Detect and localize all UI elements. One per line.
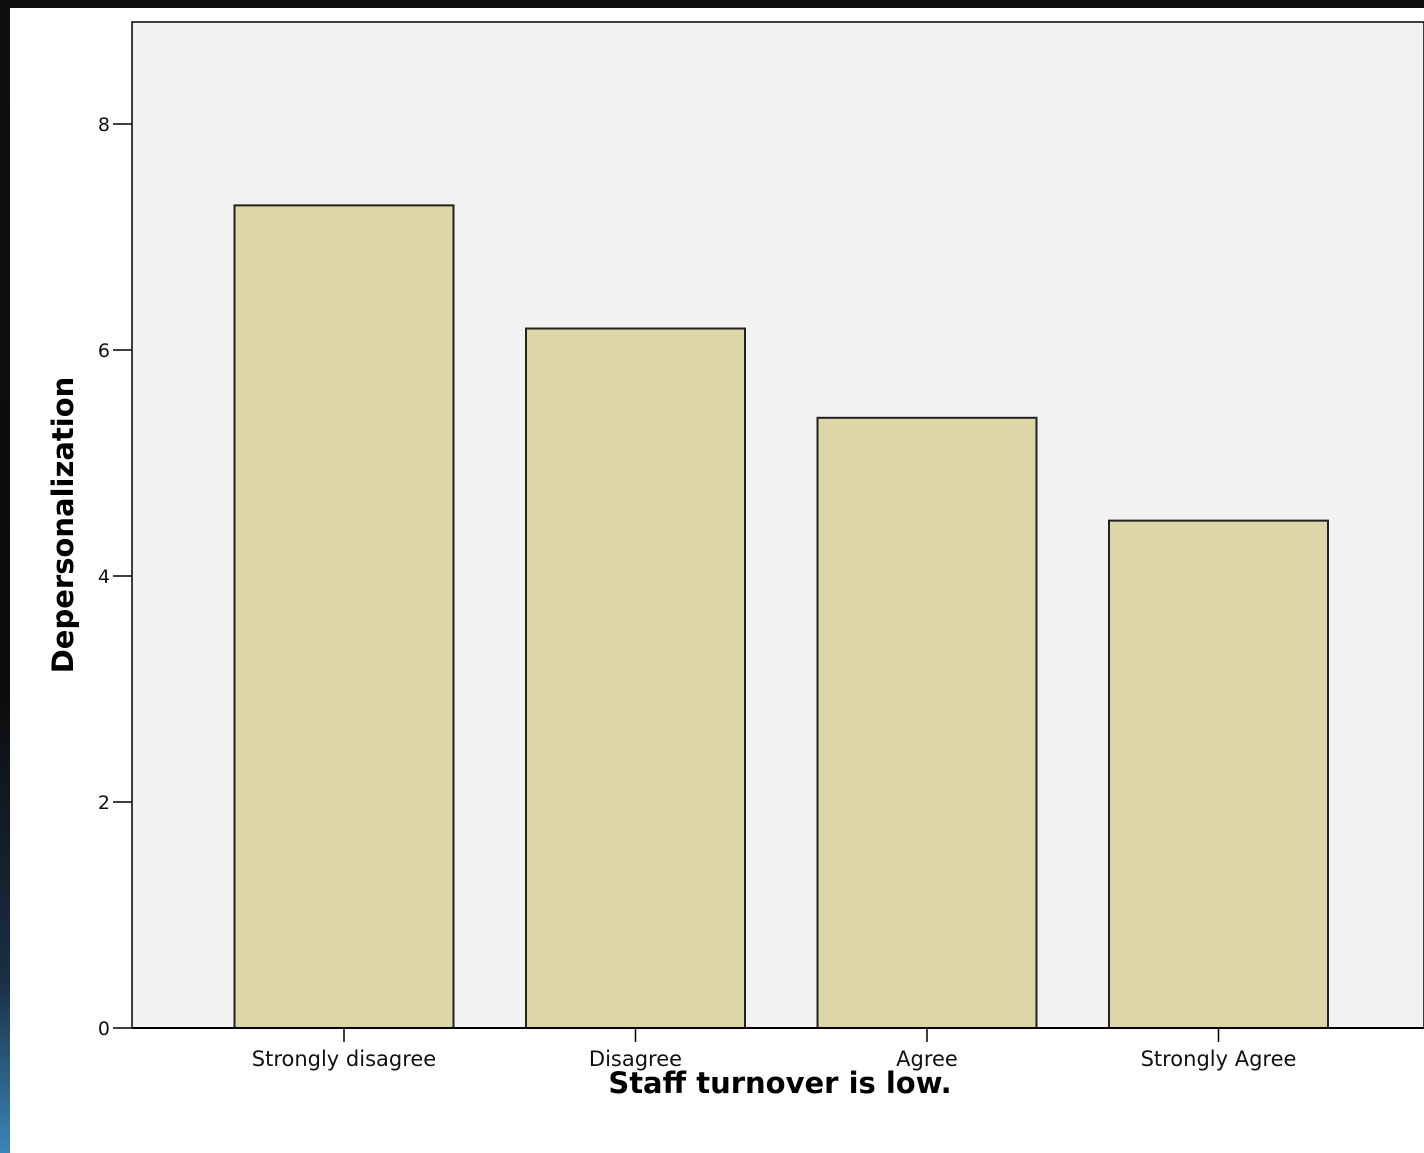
x-tick-label: Strongly disagree	[252, 1047, 436, 1071]
bar-disagree	[525, 327, 746, 1029]
y-axis: 0 2 4 6 8	[98, 114, 132, 1040]
x-tick-label: Disagree	[589, 1047, 682, 1071]
bar-strongly-agree	[1108, 519, 1329, 1029]
x-tick-label: Agree	[896, 1047, 958, 1071]
y-tick-label: 0	[98, 1018, 110, 1040]
bar-strongly-disagree	[233, 204, 455, 1030]
x-axis: Strongly disagree Disagree Agree Strongly A…	[132, 1027, 1424, 1071]
x-axis-title: Staff turnover is low.	[608, 1066, 951, 1100]
y-tick-label: 6	[98, 340, 110, 362]
bars	[233, 204, 1329, 1030]
bar-agree	[816, 416, 1038, 1029]
y-tick-label: 4	[98, 566, 110, 588]
x-tick-label: Strongly Agree	[1141, 1047, 1297, 1071]
y-axis-title: Depersonalization	[46, 377, 80, 674]
y-tick-label: 2	[98, 792, 110, 814]
y-tick-label: 8	[98, 114, 110, 136]
